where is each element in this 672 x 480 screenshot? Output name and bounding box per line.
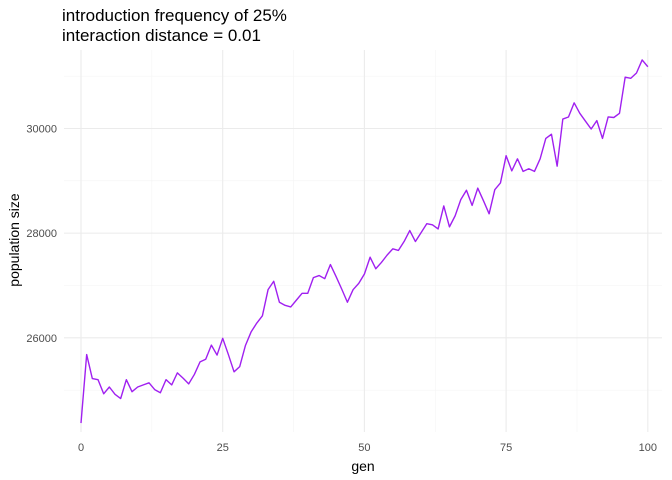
x-axis-ticks: 0 25 50 75 100 (78, 442, 657, 454)
x-axis-title: gen (351, 458, 374, 474)
y-tick-label: 26000 (26, 333, 57, 345)
x-tick-label: 50 (358, 442, 370, 454)
major-gridlines (64, 50, 662, 432)
x-tick-label: 0 (78, 442, 84, 454)
minor-gridlines (64, 50, 662, 432)
series-layer (80, 59, 649, 424)
plot-panel (64, 50, 662, 432)
x-tick-label: 75 (500, 442, 512, 454)
x-tick-label: 25 (217, 442, 229, 454)
chart-title-line-2: interaction distance = 0.01 (62, 26, 261, 45)
y-tick-label: 30000 (26, 123, 57, 135)
y-axis-title: population size (6, 193, 22, 287)
x-tick-label: 100 (639, 442, 657, 454)
y-axis-ticks: 26000 28000 30000 (26, 123, 57, 344)
chart-title-line-1: introduction frequency of 25% (62, 6, 287, 25)
population-series-line (80, 59, 649, 424)
y-tick-label: 28000 (26, 228, 57, 240)
